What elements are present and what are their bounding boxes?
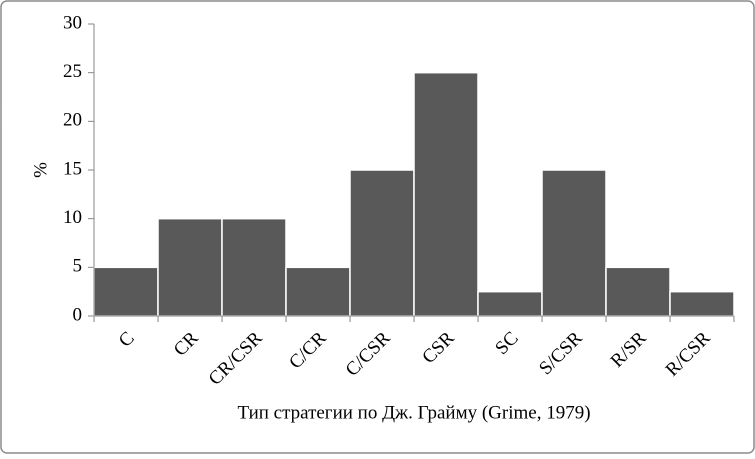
bar <box>541 169 607 317</box>
y-tick-label: 30 <box>63 12 82 33</box>
bar <box>669 290 735 317</box>
bar <box>93 266 159 317</box>
y-axis-label: % <box>30 162 51 178</box>
x-axis-label: Тип стратегии по Дж. Грайму (Grime, 1979… <box>237 402 590 423</box>
y-tick-label: 25 <box>63 61 82 82</box>
bar <box>349 169 415 317</box>
bar <box>605 266 671 317</box>
bar <box>285 266 351 317</box>
y-tick-label: 20 <box>63 110 82 131</box>
y-tick-label: 5 <box>73 256 83 277</box>
y-tick-label: 10 <box>63 207 82 228</box>
bar <box>157 217 223 317</box>
y-tick-label: 15 <box>63 158 82 179</box>
bar <box>413 71 479 317</box>
bar <box>221 217 287 317</box>
bar <box>477 290 543 317</box>
y-tick-label: 0 <box>73 304 83 325</box>
